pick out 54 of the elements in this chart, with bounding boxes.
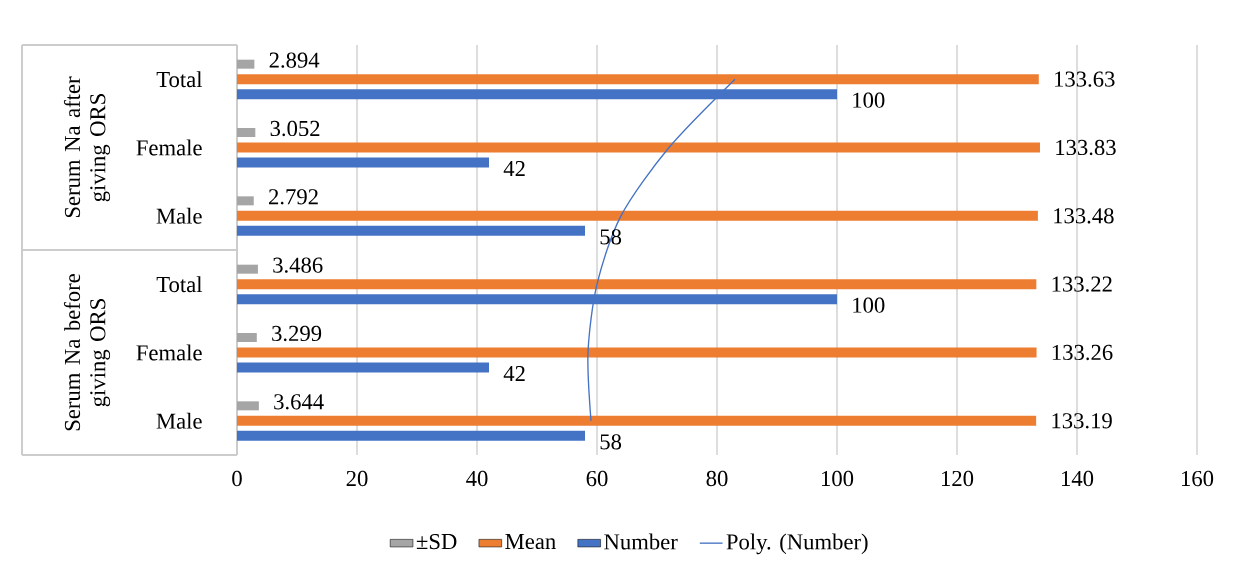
y-tick-label: Female [136,344,202,361]
bar [237,430,585,441]
data-label: 133.26 [1052,344,1113,361]
data-label: 42 [503,366,525,382]
data-label: 3.644 [274,394,324,410]
data-label: 2.792 [269,189,318,205]
bar [237,142,1040,153]
x-tick-label: 120 [941,470,974,487]
y-tick-label: Total [156,71,203,88]
data-label: 100 [853,92,885,108]
bar [237,74,1039,85]
bar [237,415,1037,426]
data-label: 133.48 [1054,208,1114,224]
bar [237,225,585,236]
data-label: 2.894 [269,52,320,68]
bar [237,157,489,168]
data-label: 133.22 [1052,276,1112,292]
bar [237,210,1038,221]
bar [237,264,258,274]
x-tick-label: 20 [346,470,368,487]
bar [237,362,489,373]
data-label: 133.83 [1056,139,1116,156]
data-label: 3.486 [273,257,323,273]
data-label: 58 [600,434,622,450]
y-tick-label: Total [156,276,203,293]
data-label: 133.19 [1052,413,1112,429]
bar [237,279,1037,290]
y-tick-label: Male [156,207,202,224]
x-tick-label: 80 [706,470,728,487]
x-tick-label: 60 [586,470,608,487]
x-tick-label: 100 [821,470,854,487]
bar [237,128,256,138]
text: Serum Na after giving ORS [63,76,111,218]
text: Serum Na before giving ORS [63,273,111,431]
data-label: 3.299 [272,325,322,342]
data-label: 133.63 [1055,71,1115,87]
legend-label: Poly. (Number) [726,533,868,555]
bar [237,347,1037,358]
bar [237,401,259,411]
x-tick-label: 140 [1061,470,1094,487]
x-tick-label: 160 [1181,470,1214,487]
bar [237,196,254,206]
y-tick-label: Female [136,139,202,156]
legend-label: ±SD [416,533,457,550]
legend-label: Number [604,533,678,550]
x-tick-label: 0 [232,470,242,487]
data-label: 3.052 [270,120,320,137]
legend-label: Mean [505,534,556,550]
bar [237,59,255,69]
x-tick-label: 40 [466,470,488,487]
y-tick-label: Male [156,412,202,429]
data-label: 42 [503,161,525,177]
bar [237,333,257,343]
data-label: 100 [853,297,885,313]
